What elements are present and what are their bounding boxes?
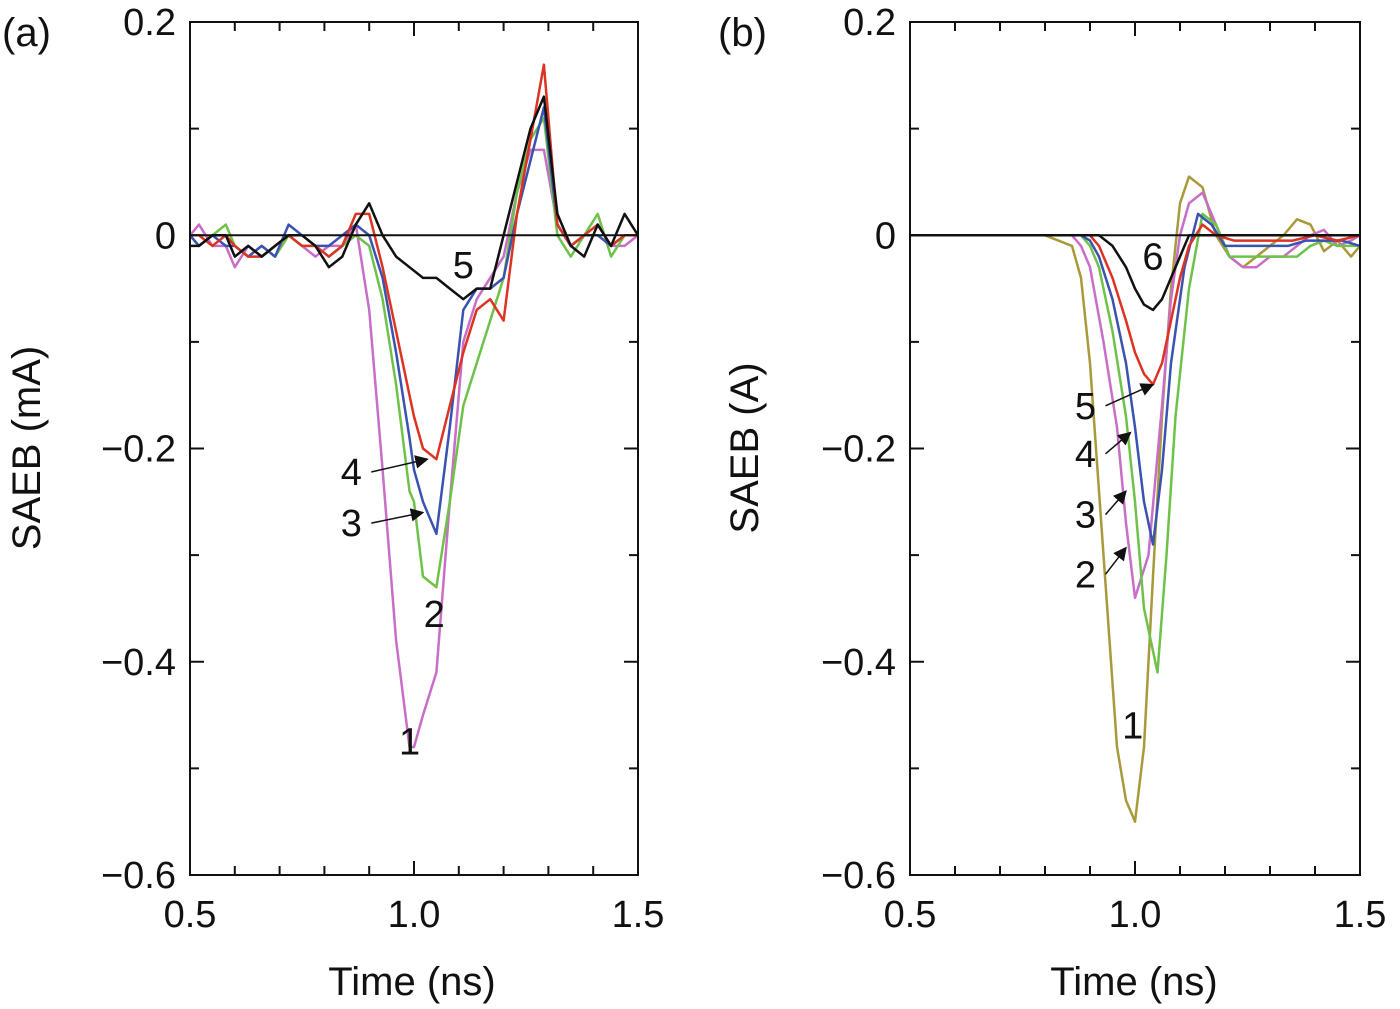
series-line-1 — [910, 175, 1361, 823]
y-tick-label: −0.2 — [821, 429, 896, 471]
series-line-5 — [910, 223, 1361, 386]
annotation-arrow — [371, 508, 425, 524]
y-tick-label: −0.2 — [101, 429, 176, 471]
y-tick-label: −0.6 — [101, 855, 176, 897]
series-line-2 — [910, 191, 1361, 600]
curve-label: 2 — [424, 594, 445, 636]
tick-labels: 0.2 0 −0.2 −0.4 −0.60.5 1.0 1.5 — [821, 2, 1386, 936]
curve-label: 4 — [1075, 434, 1096, 476]
y-tick-label: 0.2 — [123, 2, 176, 44]
curve-label: 2 — [1075, 554, 1096, 596]
curve-label: 1 — [1122, 706, 1143, 748]
series-lines — [910, 175, 1361, 823]
series-line-4 — [190, 63, 638, 461]
x-tick-label: 0.5 — [164, 894, 217, 936]
annotation-arrow — [1104, 490, 1127, 516]
curve-label: 6 — [1142, 237, 1163, 279]
series-line-6 — [910, 234, 1360, 312]
series-line-5 — [190, 95, 640, 301]
y-axis-label: SAEB (A) — [723, 362, 767, 533]
x-tick-label: 1.0 — [1109, 894, 1162, 936]
plot-frame — [909, 21, 1361, 876]
panel-label: (b) — [718, 11, 767, 55]
y-tick-label: 0.2 — [843, 2, 896, 44]
annotation-arrow — [1105, 431, 1132, 455]
tick-labels: 0.2 0 −0.2 −0.4 −0.60.5 1.0 1.5 — [101, 2, 664, 936]
x-tick-label: 1.0 — [388, 894, 441, 936]
x-tick-label: 1.5 — [1334, 894, 1387, 936]
annotation-arrow — [371, 455, 429, 473]
annotation-arrow — [1105, 383, 1155, 407]
curve-annotations: 1 2 3 4 5 — [341, 245, 474, 764]
y-tick-label: 0 — [875, 215, 896, 257]
curve-label: 4 — [341, 452, 362, 494]
y-tick-label: −0.4 — [821, 642, 896, 684]
panel-b: (b) SAEB (A) Time (ns) 0.2 0 −0.2 −0.4 −0.60… — [718, 2, 1386, 1004]
series-lines — [189, 63, 640, 749]
panel-a: (a) SAEB (mA) Time (ns) 0.2 0 −0.2 −0.4 −0.6… — [2, 2, 664, 1004]
x-tick-label: 0.5 — [884, 894, 937, 936]
x-axis-label: Time (ns) — [1050, 960, 1217, 1004]
series-line-3 — [189, 106, 638, 536]
y-axis-label: SAEB (mA) — [5, 346, 49, 550]
x-tick-label: 1.5 — [612, 894, 665, 936]
y-tick-label: −0.4 — [101, 642, 176, 684]
x-axis-label: Time (ns) — [328, 960, 495, 1004]
curve-label: 5 — [1075, 386, 1096, 428]
curve-annotations: 1 2 3 4 5 6 — [1075, 237, 1164, 748]
annotation-arrow — [1104, 546, 1127, 575]
y-tick-label: 0 — [155, 215, 176, 257]
series-line-2 — [189, 116, 638, 589]
curve-label: 3 — [341, 503, 362, 545]
y-tick-label: −0.6 — [821, 855, 896, 897]
curve-label: 1 — [399, 722, 420, 764]
series-line-4 — [910, 212, 1361, 546]
curve-label: 3 — [1075, 495, 1096, 537]
series-line-3 — [910, 212, 1360, 674]
series-line-1 — [189, 148, 639, 749]
plot-frame — [189, 21, 639, 876]
panel-label: (a) — [2, 11, 51, 55]
curve-label: 5 — [453, 245, 474, 287]
